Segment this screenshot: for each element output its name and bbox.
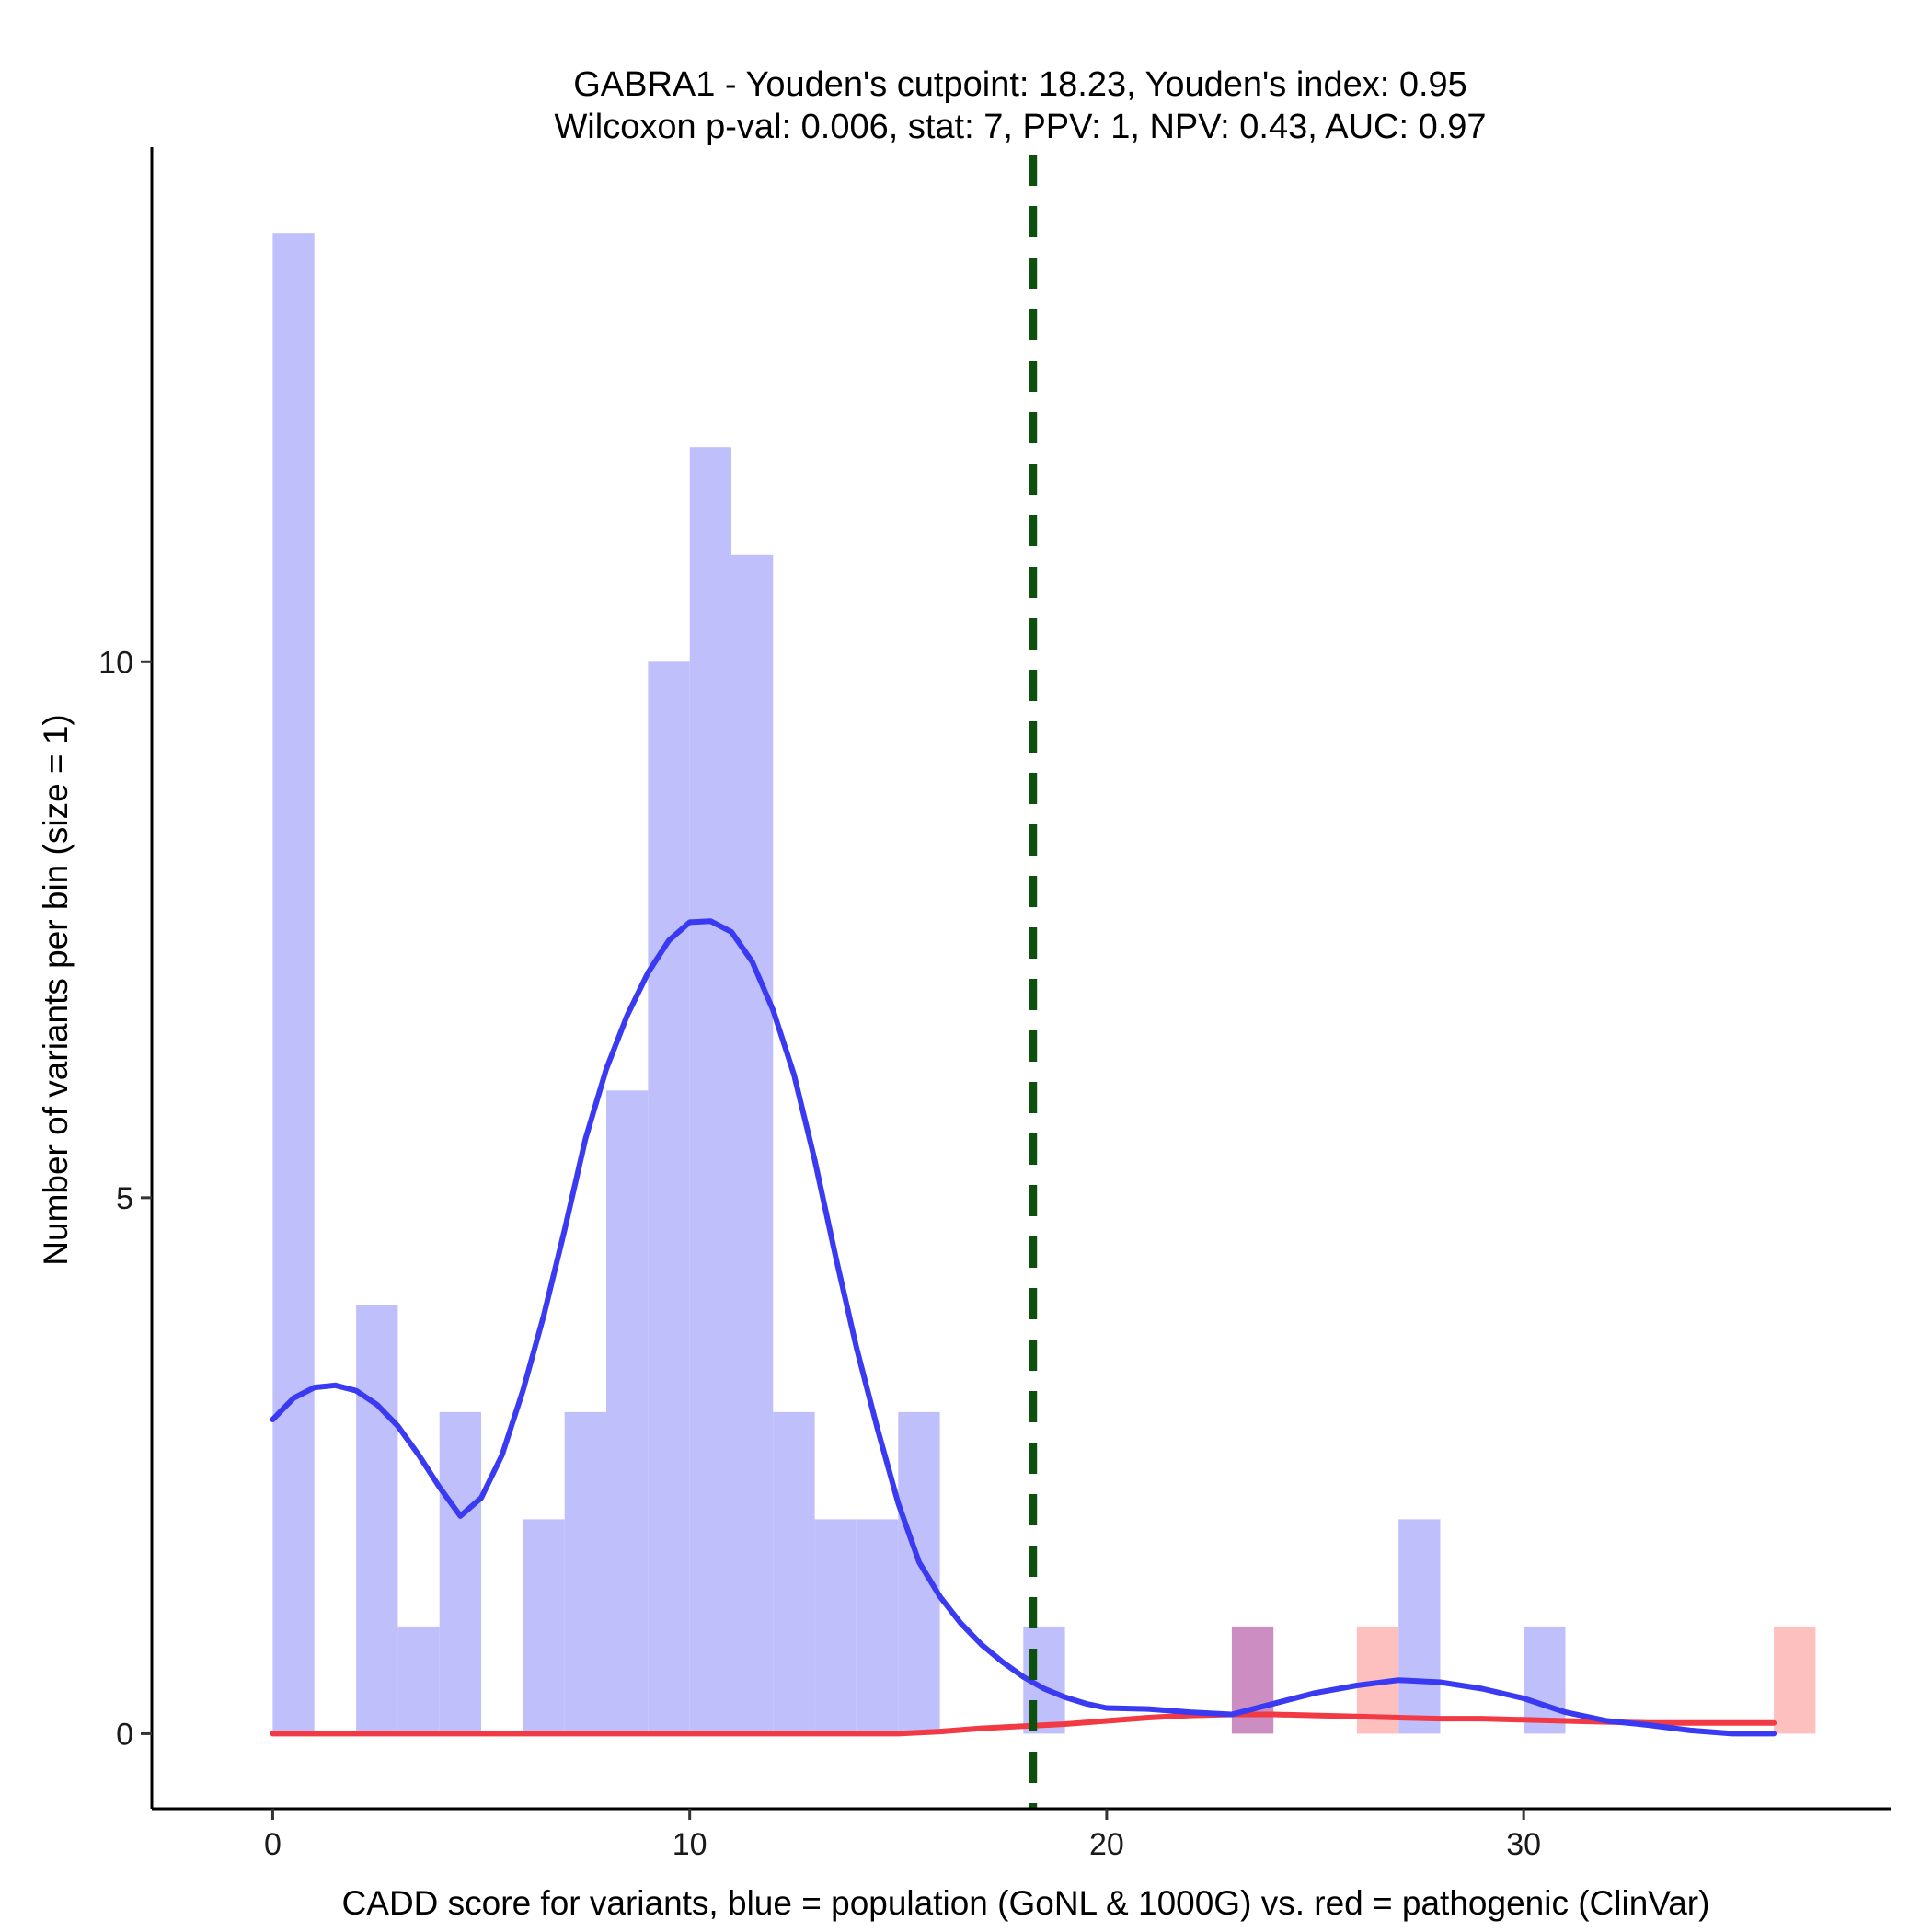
- bar-population: [773, 1411, 815, 1734]
- bar-population: [272, 233, 315, 1734]
- axes: 0 5 10 0 10 20 30: [98, 147, 1891, 1862]
- histogram-bars: [272, 233, 1816, 1734]
- bar-population: [1524, 1626, 1566, 1734]
- bar-population: [523, 1519, 565, 1734]
- y-tick-label: 5: [116, 1181, 133, 1216]
- y-tick-label: 10: [98, 645, 133, 680]
- y-axis-label: Number of variants per bin (size = 1): [37, 714, 75, 1265]
- bar-population: [731, 554, 774, 1734]
- chart-title-line-1: GABRA1 - Youden's cutpoint: 18.23, Youde…: [573, 65, 1467, 104]
- bar-population: [1398, 1519, 1441, 1734]
- x-axis-label: CADD score for variants, blue = populati…: [342, 1884, 1710, 1922]
- bar-population: [857, 1519, 899, 1734]
- bar-population: [356, 1305, 398, 1734]
- bar-population: [606, 1090, 649, 1734]
- bar-population: [648, 661, 690, 1734]
- x-tick-label: 30: [1506, 1827, 1541, 1862]
- x-tick-label: 20: [1089, 1827, 1124, 1862]
- bar-population: [689, 447, 731, 1734]
- density-curve-population: [270, 918, 1777, 1737]
- x-tick-label: 10: [673, 1827, 707, 1862]
- x-tick-label: 0: [264, 1827, 282, 1862]
- density-curves: [270, 918, 1777, 1737]
- bar-population: [397, 1626, 440, 1734]
- bar-population: [439, 1411, 481, 1734]
- bar-overlap: [1231, 1626, 1274, 1734]
- y-tick-label: 0: [116, 1717, 133, 1752]
- bar-population: [564, 1411, 606, 1734]
- bar-population: [898, 1411, 940, 1734]
- bar-pathogenic: [1774, 1626, 1816, 1734]
- bar-population: [814, 1519, 857, 1734]
- chart-title-line-2: Wilcoxon p-val: 0.006, stat: 7, PPV: 1, …: [554, 108, 1486, 146]
